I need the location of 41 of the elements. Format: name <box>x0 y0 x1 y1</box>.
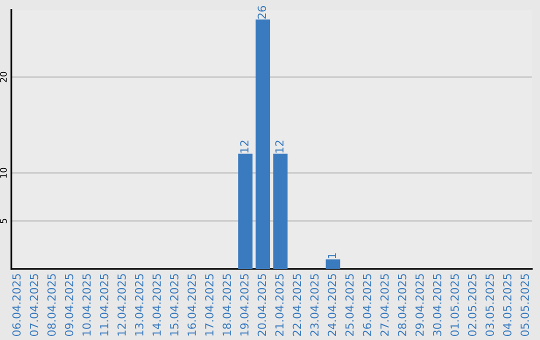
y-tick-label: 5 <box>0 218 7 224</box>
x-tick-label: 03.05.2025 <box>486 274 494 336</box>
x-tick-label: 04.05.2025 <box>503 274 512 336</box>
x-tick-label: 21.04.2025 <box>275 274 284 336</box>
x-tick-label: 20.04.2025 <box>258 274 266 336</box>
data-label: 26 <box>258 6 266 19</box>
x-tick-label: 01.05.2025 <box>450 274 459 336</box>
x-tick-label: 23.04.2025 <box>310 274 319 336</box>
x-tick-label: 05.05.2025 <box>520 274 529 336</box>
data-label: 12 <box>275 140 284 153</box>
x-tick-label: 13.04.2025 <box>134 274 144 336</box>
bar <box>256 19 270 269</box>
x-tick-label: 25.04.2025 <box>345 274 354 336</box>
x-tick-label: 07.04.2025 <box>30 274 38 336</box>
x-tick-label: 06.04.2025 <box>12 274 21 336</box>
x-tick-label: 02.05.2025 <box>468 274 476 336</box>
x-tick-label: 22.04.2025 <box>292 274 302 336</box>
x-tick-label: 18.04.2025 <box>222 274 232 336</box>
data-label: 12 <box>240 140 248 153</box>
x-tick-label: 15.04.2025 <box>170 274 178 336</box>
x-tick-label: 17.04.2025 <box>205 274 214 336</box>
x-tick-label: 26.04.2025 <box>362 274 372 336</box>
x-tick-label: 09.04.2025 <box>64 274 74 336</box>
data-label: 1 <box>328 253 336 258</box>
x-tick-label: 27.04.2025 <box>380 274 389 336</box>
y-tick-label: 10 <box>0 168 7 178</box>
x-tick-label: 16.04.2025 <box>188 274 196 336</box>
y-tick-label: 20 <box>0 72 7 82</box>
bar <box>238 154 253 269</box>
x-tick-label: 24.04.2025 <box>328 274 336 336</box>
x-tick-label: 08.04.2025 <box>47 274 56 336</box>
x-tick-label: 12.04.2025 <box>117 274 126 336</box>
bar <box>273 154 288 269</box>
x-tick-label: 19.04.2025 <box>240 274 249 336</box>
x-tick-label: 29.04.2025 <box>415 274 424 336</box>
bar <box>326 259 340 269</box>
x-tick-label: 28.04.2025 <box>398 274 406 336</box>
x-tick-label: 10.04.2025 <box>82 274 91 336</box>
x-tick-label: 11.04.2025 <box>100 274 108 336</box>
x-tick-label: 30.04.2025 <box>432 274 442 336</box>
x-tick-label: 14.04.2025 <box>152 274 161 336</box>
